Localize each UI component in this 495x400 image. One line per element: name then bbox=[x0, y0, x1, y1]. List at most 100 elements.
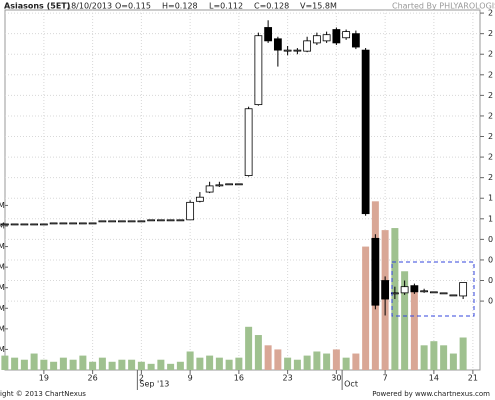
y-tick-label: 0 bbox=[488, 297, 493, 306]
candle-body bbox=[147, 219, 156, 222]
header-open: O=0.115 bbox=[115, 2, 151, 11]
y2-tick-label: M bbox=[0, 283, 5, 292]
volume-bar bbox=[264, 345, 272, 370]
volume-bar bbox=[1, 355, 9, 370]
volume-bar bbox=[50, 361, 58, 370]
x-tick-label: 2 bbox=[139, 374, 144, 383]
y-tick-label: 0 bbox=[488, 276, 493, 285]
y2-tick-label: M bbox=[0, 345, 5, 354]
candle-body bbox=[10, 223, 19, 226]
x-tick-label: 19 bbox=[39, 374, 49, 383]
candle-body bbox=[186, 201, 195, 221]
candle-body bbox=[459, 282, 468, 297]
volume-bar bbox=[362, 246, 370, 370]
credit: Charted By PHLYAROLOGIST . bbox=[392, 2, 495, 11]
candle-body bbox=[400, 286, 409, 294]
candle-body bbox=[225, 183, 234, 186]
candle-body bbox=[195, 196, 204, 202]
volume-bar bbox=[40, 359, 48, 370]
candle-body bbox=[117, 220, 126, 223]
plot-frame bbox=[4, 9, 481, 371]
footer-left: ight © 2013 ChartNexus bbox=[0, 390, 86, 398]
candle-body bbox=[69, 222, 78, 225]
y-tick-label: 0 bbox=[488, 235, 493, 244]
volume-bar bbox=[410, 291, 418, 370]
volume-bar bbox=[108, 361, 116, 370]
volume-bar bbox=[167, 363, 175, 370]
volume-bar bbox=[196, 357, 204, 370]
candle-body bbox=[410, 285, 419, 293]
candle-body bbox=[234, 183, 243, 186]
candle-body bbox=[303, 40, 312, 52]
y-tick-label: 2 bbox=[488, 111, 493, 120]
volume-bar bbox=[235, 357, 243, 370]
y2-tick-label: M bbox=[0, 324, 5, 333]
volume-bar bbox=[420, 345, 428, 370]
candle-body bbox=[390, 292, 399, 295]
y-tick-label: 2 bbox=[488, 29, 493, 38]
volume-bar bbox=[293, 359, 301, 370]
candle-body bbox=[312, 35, 321, 44]
volume-bar bbox=[401, 271, 409, 370]
volume-bar bbox=[118, 359, 126, 370]
volume-bar bbox=[98, 357, 106, 370]
volume-bar bbox=[274, 349, 282, 370]
candle-body bbox=[244, 108, 253, 176]
y2-tick-label: M bbox=[0, 263, 5, 272]
candle-body bbox=[156, 219, 165, 222]
y-tick-label: 2 bbox=[488, 9, 493, 18]
candle-body bbox=[49, 222, 58, 225]
volume-bar bbox=[313, 351, 321, 370]
candle-body bbox=[59, 222, 68, 225]
candle-body bbox=[351, 33, 360, 48]
volume-bar bbox=[128, 359, 136, 370]
header-date: 18/10/2013 bbox=[66, 2, 112, 11]
volume-bar bbox=[440, 345, 448, 370]
candle-body bbox=[420, 290, 429, 293]
candle-body bbox=[108, 220, 117, 223]
candle-body bbox=[293, 49, 302, 52]
volume-bar bbox=[449, 353, 457, 370]
candle-body bbox=[166, 219, 175, 222]
volume-bar bbox=[215, 357, 223, 370]
y-tick-label: 0 bbox=[488, 255, 493, 264]
header-high: H=0.128 bbox=[162, 2, 198, 11]
y2-tick-label: M bbox=[0, 304, 5, 313]
header-close: C=0.128 bbox=[254, 2, 289, 11]
y2-tick-label: M bbox=[0, 201, 5, 210]
y-tick-label: 1 bbox=[488, 194, 493, 203]
volume-bar bbox=[323, 353, 331, 370]
volume-bar bbox=[430, 341, 438, 370]
volume-bar bbox=[284, 357, 292, 370]
x-tick-label: 7 bbox=[383, 374, 388, 383]
volume-bar bbox=[157, 359, 165, 370]
volume-bar bbox=[352, 353, 360, 370]
candle-body bbox=[30, 223, 39, 226]
y2-tick-label: M bbox=[0, 242, 5, 251]
y-tick-label: 2 bbox=[488, 153, 493, 162]
candle-body bbox=[0, 223, 9, 226]
candle-body bbox=[273, 38, 282, 51]
volume-bar bbox=[303, 355, 311, 370]
candle-body bbox=[283, 49, 292, 52]
volume-bar bbox=[59, 357, 67, 370]
candle-body bbox=[254, 35, 263, 106]
x-tick-label: 30 bbox=[331, 374, 341, 383]
y-tick-label: 2 bbox=[488, 50, 493, 59]
volume-bar bbox=[11, 357, 19, 370]
volume-bar bbox=[342, 357, 350, 370]
volume-bar bbox=[69, 359, 77, 370]
candle-body bbox=[322, 34, 331, 42]
y-tick-label: 2 bbox=[488, 173, 493, 182]
volume-bar bbox=[137, 361, 145, 370]
candle-body bbox=[205, 185, 214, 193]
y-tick-label: 2 bbox=[488, 70, 493, 79]
volume-bar bbox=[206, 355, 214, 370]
y-tick-label: 2 bbox=[488, 132, 493, 141]
volume-bar bbox=[147, 363, 155, 370]
x-tick-label: 21 bbox=[468, 374, 478, 383]
highlight-box bbox=[391, 261, 475, 317]
candle-body bbox=[381, 280, 390, 300]
